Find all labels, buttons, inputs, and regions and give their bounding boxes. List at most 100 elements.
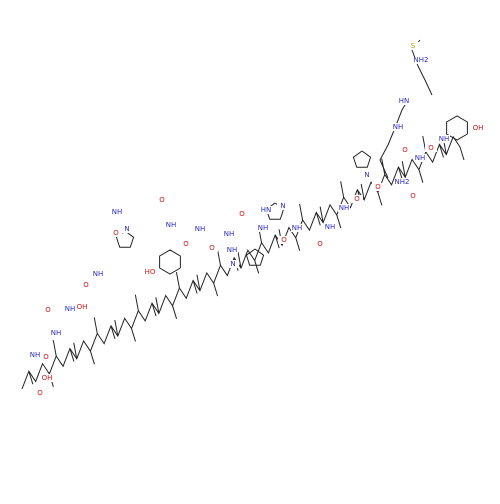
atom-label: O <box>37 389 43 397</box>
atom-label: O <box>317 240 323 248</box>
label-bg <box>472 124 484 132</box>
bonds <box>21 39 468 390</box>
label-bg <box>156 196 168 204</box>
atom-label: HN <box>261 206 272 214</box>
atom-label: O <box>209 244 215 252</box>
atom-label: HN <box>399 97 410 105</box>
label-bg <box>425 144 437 152</box>
aromatic-ring <box>446 115 468 141</box>
label-bg <box>144 268 156 276</box>
side-chain-bond <box>93 317 98 334</box>
label-bg <box>50 329 62 337</box>
label-bg <box>396 178 408 186</box>
atom-label: OH <box>77 303 88 311</box>
label-bg <box>206 244 218 252</box>
aromatic-ring <box>159 249 181 275</box>
side-chain-bond <box>155 297 160 314</box>
atom-label: NH <box>292 224 303 232</box>
label-bg <box>277 202 289 210</box>
five-ring <box>245 248 265 266</box>
atom-label: NH <box>65 305 76 313</box>
carbonyl-bond <box>438 144 444 158</box>
atom-label: NH <box>51 329 62 337</box>
label-bg <box>223 230 235 238</box>
atom-label: HO <box>145 268 156 276</box>
atom-label: NH <box>195 225 206 233</box>
atom-label: S <box>411 42 416 50</box>
label-bg <box>165 221 177 229</box>
label-bg <box>92 270 104 278</box>
label-bg <box>111 208 123 216</box>
label-bg <box>194 225 206 233</box>
carbonyl-bond <box>131 328 136 342</box>
label-bg <box>236 210 248 218</box>
label-bg <box>398 97 410 105</box>
label-bg <box>392 123 404 131</box>
atom-label: O <box>375 183 381 191</box>
side-chain-bond <box>216 249 221 266</box>
atom-label: O <box>239 210 245 218</box>
carbonyl-bond <box>377 192 383 206</box>
atom-label: O <box>159 196 165 204</box>
atom-label: NH <box>227 246 238 254</box>
side-chain-bond <box>73 342 78 359</box>
label-bg <box>76 303 88 311</box>
carbonyl-bond <box>315 212 321 226</box>
label-bg <box>80 281 92 289</box>
five-ring <box>352 150 372 168</box>
atom-label: NH <box>93 270 104 278</box>
carbonyl-bond <box>418 169 424 183</box>
side-chain-bond <box>360 183 365 201</box>
side-chain-bond <box>299 203 304 221</box>
label-bg <box>227 260 239 268</box>
carbonyl-bond <box>28 371 34 385</box>
label-bg <box>40 353 52 361</box>
label-bg <box>372 183 384 191</box>
label-bg <box>338 204 350 212</box>
label-bg <box>407 42 419 50</box>
atom-label: OH <box>42 374 53 382</box>
side-chain-bond <box>196 274 201 291</box>
atom-labels: OHSNH2HNNHNHONHONH2OONNHONHONHONHNHNONHN… <box>29 42 484 397</box>
label-bg <box>407 192 419 200</box>
label-bg <box>42 306 54 314</box>
atom-label: NH <box>258 224 269 232</box>
carbonyl-bond <box>192 280 198 294</box>
carbonyl-bond <box>254 260 260 274</box>
atom-label: OH <box>473 124 484 132</box>
atom-label: O <box>45 306 51 314</box>
label-bg <box>226 246 238 254</box>
label-bg <box>415 56 427 64</box>
label-bg <box>361 171 373 179</box>
carbonyl-bond <box>110 325 116 339</box>
atom-label: NH <box>393 123 404 131</box>
label-bg <box>180 240 192 248</box>
atom-label: O <box>113 229 119 237</box>
carbonyl-bond <box>69 348 75 362</box>
carbonyl-bond <box>336 214 342 229</box>
carbonyl-bond <box>295 237 301 251</box>
atom-label: N <box>124 225 129 233</box>
atom-label: N <box>280 202 285 210</box>
side-chain-bond <box>319 206 324 223</box>
carbonyl-bond <box>89 351 95 365</box>
atom-label: O <box>43 353 49 361</box>
label-bg <box>41 374 53 382</box>
carbonyl-bond <box>172 305 178 319</box>
atom-label: NH <box>415 154 426 162</box>
atom-label: N <box>230 260 235 268</box>
side-chain-bond <box>52 340 57 357</box>
carbonyl-bond <box>459 146 465 161</box>
side-chain-bond <box>175 271 180 289</box>
backbone <box>21 135 461 390</box>
atom-label: O <box>410 192 416 200</box>
atom-label: NH <box>224 230 235 238</box>
atom-label: O <box>281 236 287 244</box>
atom-label: NH <box>439 135 450 143</box>
side-chain-bond <box>114 319 119 337</box>
label-bg <box>29 351 41 359</box>
atom-label: NH <box>325 223 336 231</box>
label-bg <box>414 154 426 162</box>
label-bg <box>121 225 133 233</box>
